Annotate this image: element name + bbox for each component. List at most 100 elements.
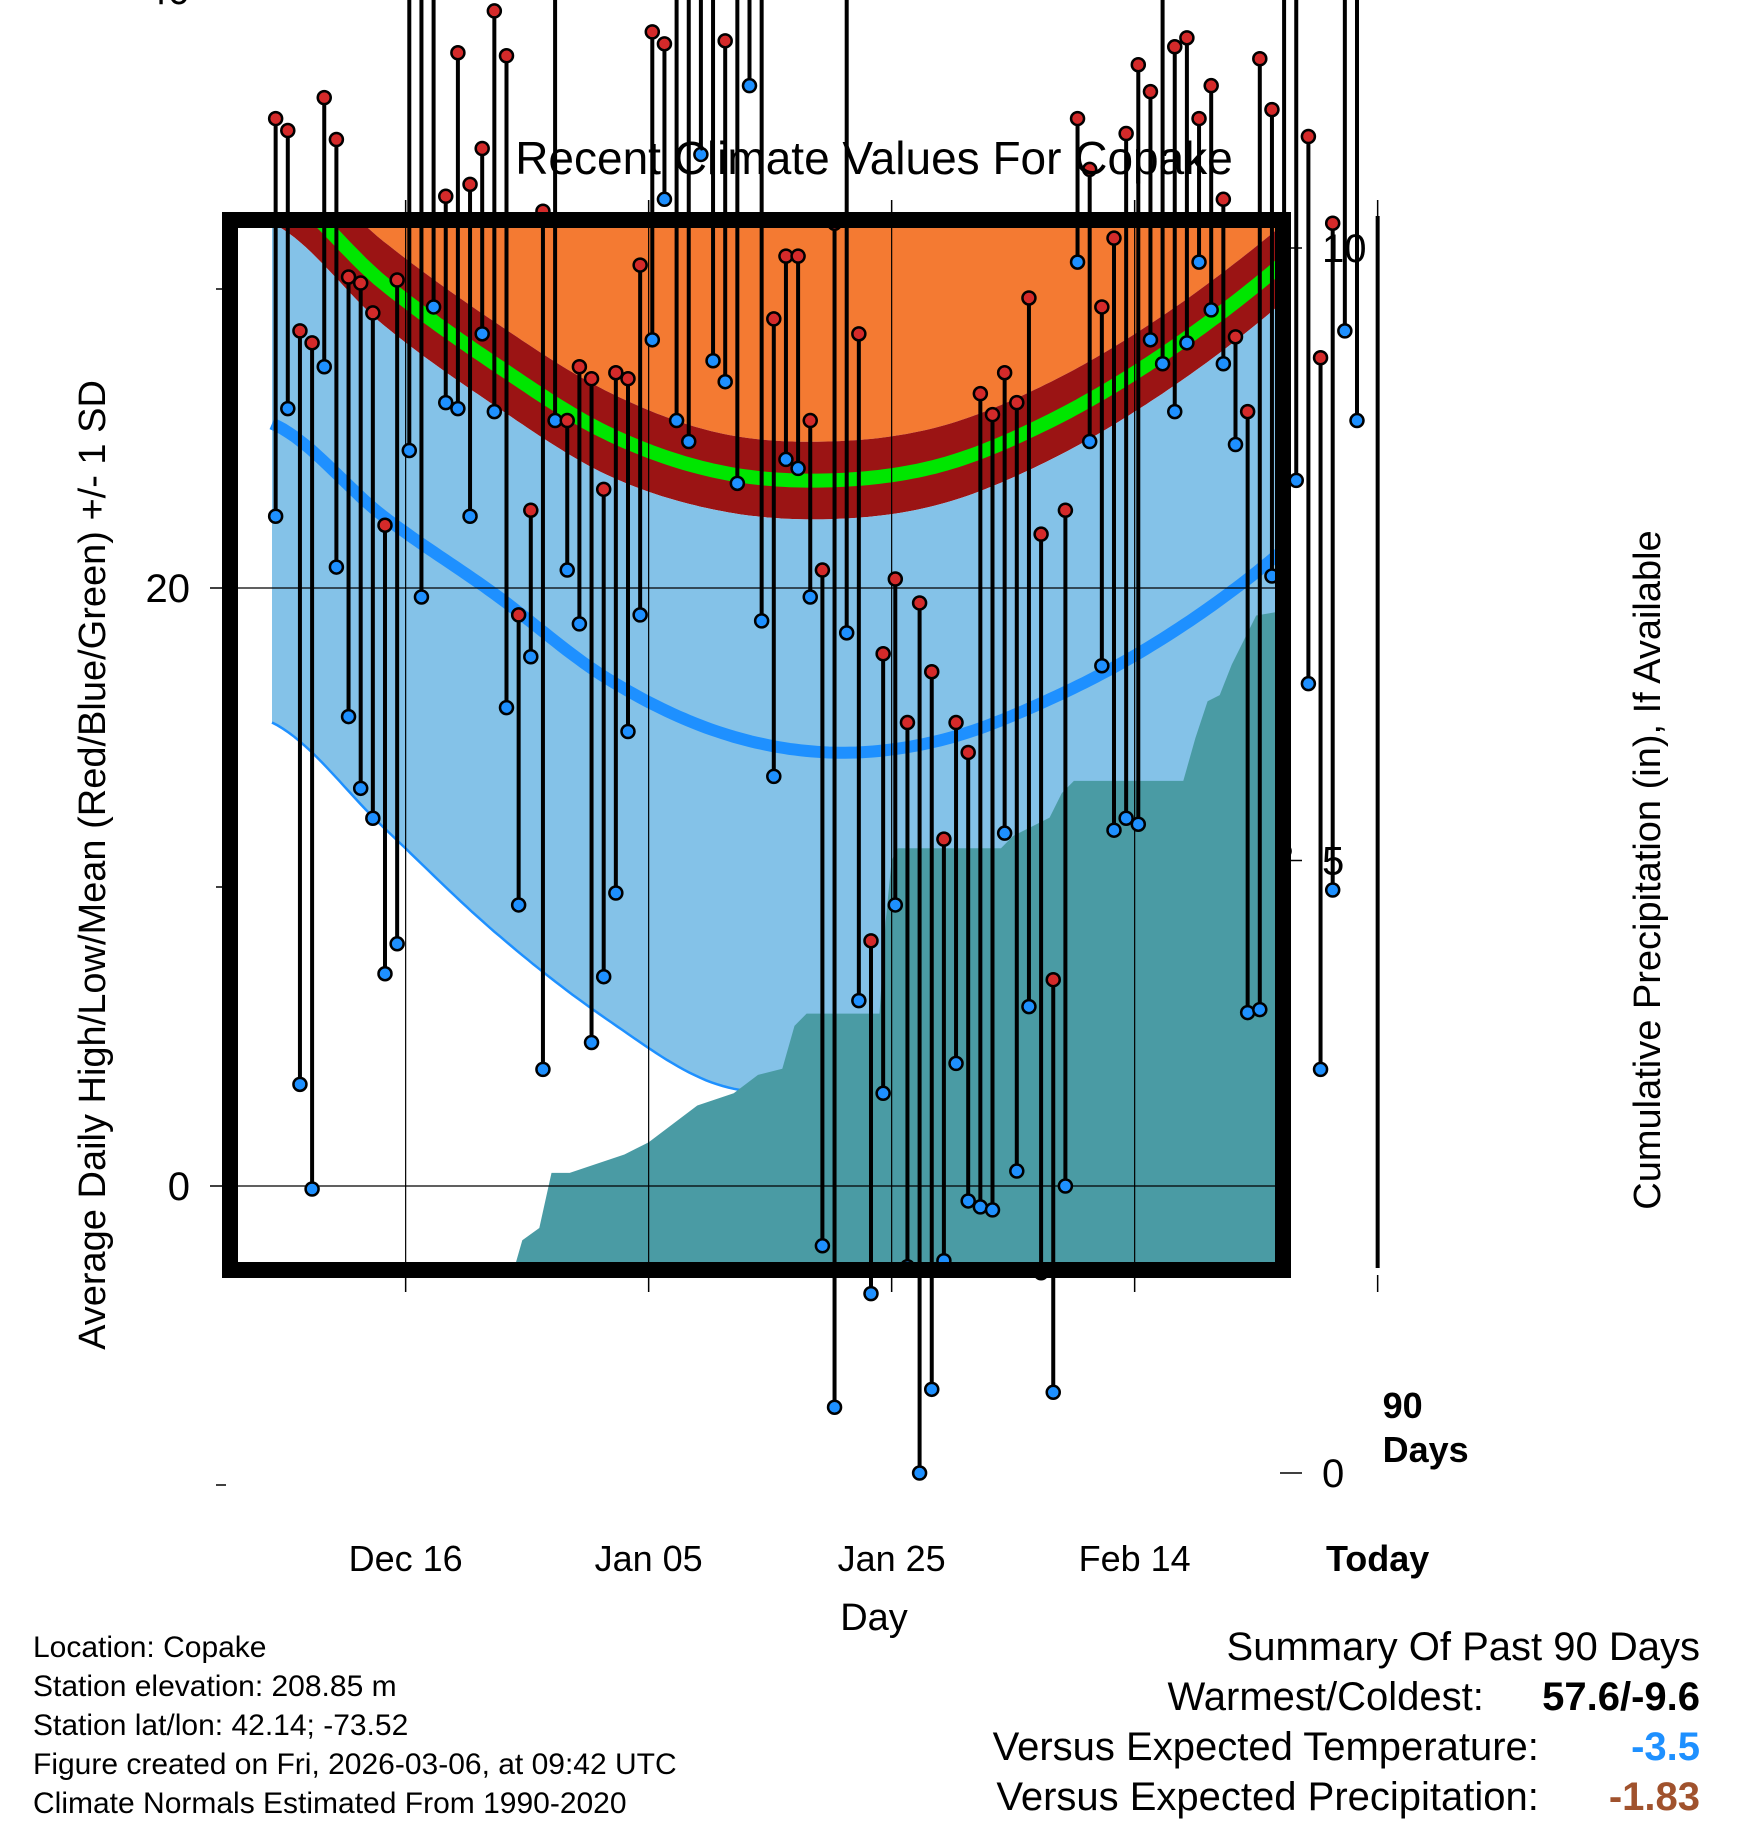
high-marker: [632, 257, 648, 273]
low-marker: [1312, 1061, 1329, 1078]
low-marker: [923, 1381, 940, 1398]
temp-value: -3.5: [1631, 1725, 1700, 1769]
low-marker: [802, 589, 818, 605]
high-marker: [766, 311, 782, 327]
x-axis-label: Day: [840, 1597, 908, 1639]
low-marker: [1081, 433, 1098, 450]
summary-precip-row: Versus Expected Precipitation: -1.83: [993, 1772, 1700, 1822]
chart-title: Recent Climate Values For Copake: [515, 132, 1233, 184]
y2-tick-label: 0: [1322, 1452, 1344, 1496]
low-marker: [1252, 1001, 1268, 1018]
low-marker: [826, 1399, 843, 1416]
y-tick-label: 20: [146, 567, 191, 611]
low-marker: [1106, 822, 1122, 838]
low-marker: [365, 810, 381, 826]
low-marker: [1154, 356, 1171, 372]
high-marker: [1106, 230, 1122, 246]
high-marker: [960, 744, 976, 761]
high-marker: [1069, 110, 1086, 127]
high-marker: [948, 714, 964, 731]
low-marker: [1142, 332, 1159, 348]
high-marker: [1227, 329, 1244, 345]
high-marker: [352, 275, 369, 291]
high-marker: [377, 517, 393, 533]
high-marker: [656, 36, 673, 52]
low-marker: [1300, 675, 1317, 692]
location-label: Location: Copake: [33, 1631, 267, 1664]
high-marker: [863, 933, 879, 949]
high-marker: [559, 412, 575, 429]
high-marker: [583, 370, 600, 387]
low-marker: [1021, 998, 1037, 1015]
y-tick-label: 40: [146, 0, 191, 13]
low-marker: [887, 897, 904, 913]
high-marker: [790, 248, 806, 264]
low-marker: [668, 412, 685, 429]
low-marker: [1045, 1384, 1061, 1401]
precip-area: [514, 611, 1280, 1268]
high-marker: [1081, 161, 1098, 178]
high-marker: [1324, 215, 1341, 231]
high-marker: [1094, 299, 1110, 315]
y2-axis-label: Cumulative Precipitation (in), If Availa…: [1627, 530, 1669, 1209]
high-marker: [267, 110, 284, 127]
x-tick-label: Jan 25: [838, 1538, 946, 1579]
low-marker: [1118, 810, 1134, 826]
high-marker: [996, 364, 1013, 381]
low-marker: [450, 400, 466, 417]
y-axis-label: Average Daily High/Low/Mean (Red/Blue/Gr…: [72, 380, 114, 1350]
low-marker: [632, 607, 648, 623]
high-marker: [523, 502, 539, 519]
high-marker: [498, 48, 515, 64]
precip-fill: [514, 611, 1280, 1268]
high-marker: [1191, 110, 1207, 127]
plot-border: [222, 212, 1291, 1278]
low-marker: [1239, 1004, 1256, 1021]
low-marker: [814, 1238, 831, 1254]
low-marker: [948, 1055, 964, 1072]
high-marker: [1057, 502, 1074, 519]
high-marker: [1045, 971, 1061, 988]
today-days-word: Days: [1383, 1429, 1469, 1470]
low-marker: [437, 394, 454, 411]
low-marker: [875, 1085, 891, 1102]
x-tick-label: Today: [1326, 1538, 1429, 1579]
axes: [210, 200, 1379, 1486]
normals-label: Climate Normals Estimated From 1990-2020: [33, 1787, 627, 1820]
high-marker: [474, 140, 490, 157]
low-marker: [851, 992, 867, 1009]
low-marker: [425, 299, 442, 315]
high-marker: [984, 406, 1001, 423]
high-marker: [595, 481, 612, 498]
high-marker: [972, 385, 989, 402]
high-marker: [1033, 526, 1049, 542]
low-marker: [705, 353, 721, 369]
low-marker: [413, 589, 430, 605]
high-marker: [644, 24, 661, 40]
high-marker: [389, 272, 405, 288]
low-marker: [474, 326, 490, 342]
high-marker: [1300, 128, 1317, 145]
low-marker: [693, 146, 709, 163]
low-marker: [911, 1465, 928, 1481]
y2-tick-label: 5: [1322, 840, 1344, 884]
precip-value: -1.83: [1608, 1775, 1700, 1819]
low-marker: [656, 191, 673, 208]
summary-warmest-row: Warmest/Coldest: 57.6/-9.6: [993, 1672, 1701, 1722]
plot-frame: [222, 212, 1291, 1278]
high-marker: [936, 831, 952, 847]
high-marker: [620, 370, 636, 387]
low-marker: [680, 433, 697, 450]
high-marker: [802, 412, 818, 429]
low-marker: [1191, 254, 1207, 270]
x-tick-label: Jan 05: [595, 1538, 703, 1579]
high-marker: [450, 45, 466, 61]
high-marker: [1179, 30, 1195, 46]
high-marker: [571, 358, 588, 375]
high-marker: [1264, 101, 1280, 118]
low-marker: [535, 1061, 551, 1078]
low-marker: [620, 723, 636, 740]
low-marker: [316, 358, 332, 375]
low-marker: [377, 965, 393, 982]
latlon-label: Station lat/lon: 42.14; -73.52: [33, 1709, 409, 1742]
